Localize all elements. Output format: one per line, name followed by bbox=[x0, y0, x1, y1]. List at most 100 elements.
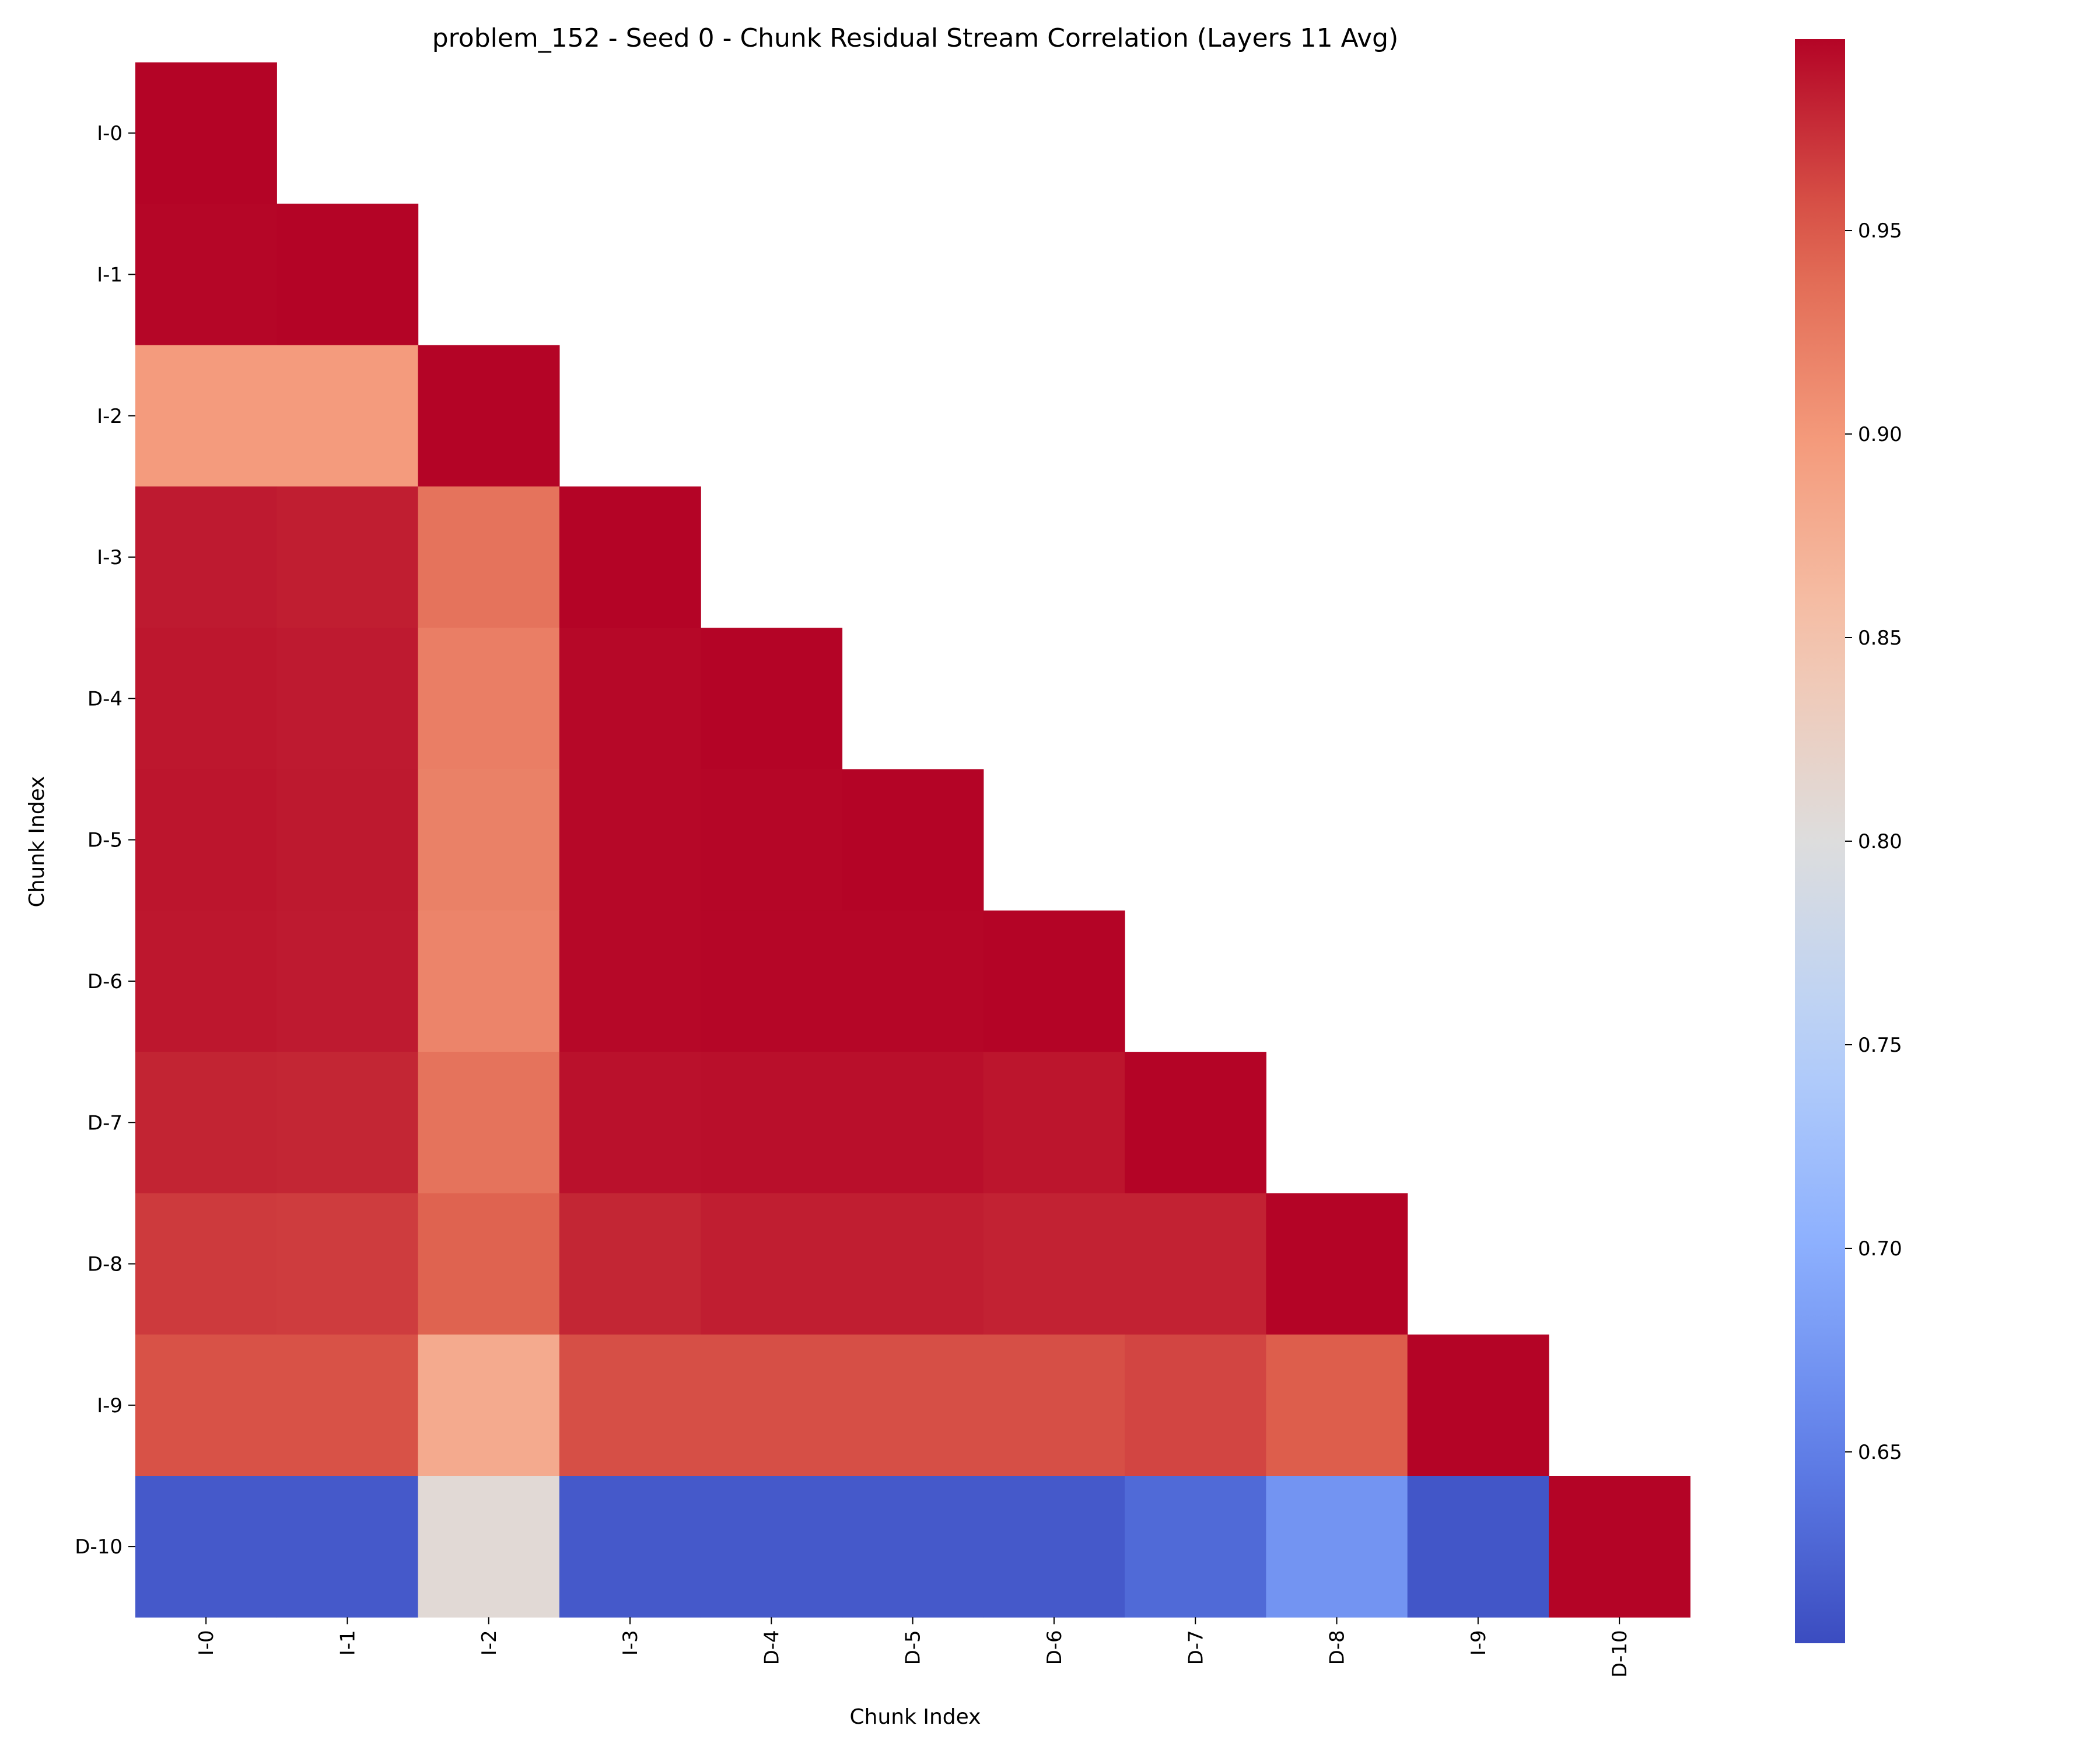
y-tick-label-I-3: I-3 bbox=[97, 546, 123, 569]
heatmap-cell-D-5-I-1 bbox=[276, 769, 419, 911]
colorbar-tick-label-0.65: 0.65 bbox=[1858, 1441, 1902, 1464]
x-tick-label-I-9: I-9 bbox=[1467, 1630, 1490, 1656]
heatmap-cell-D-8-D-5 bbox=[842, 1193, 984, 1335]
x-tick-label-D-10: D-10 bbox=[1608, 1630, 1632, 1678]
y-tick-label-D-7: D-7 bbox=[88, 1111, 123, 1135]
heatmap-cell-D-7-D-7 bbox=[1125, 1052, 1266, 1194]
heatmap-cell-D-7-D-6 bbox=[983, 1052, 1125, 1194]
x-axis-label: Chunk Index bbox=[850, 1705, 981, 1729]
x-tick-label-D-6: D-6 bbox=[1043, 1630, 1066, 1665]
heatmap-cell-D-6-D-5 bbox=[842, 910, 984, 1052]
heatmap-cell-I-9-I-9 bbox=[1407, 1334, 1549, 1476]
colorbar-tick-label-0.80: 0.80 bbox=[1858, 830, 1902, 853]
heatmap-cell-D-4-I-1 bbox=[276, 628, 419, 770]
heatmap-cell-I-2-I-0 bbox=[135, 345, 277, 487]
colorbar-tick-label-0.95: 0.95 bbox=[1858, 219, 1902, 243]
x-tick-label-I-2: I-2 bbox=[478, 1630, 501, 1656]
heatmap-cell-D-5-D-4 bbox=[701, 769, 843, 911]
heatmap-cell-D-7-I-2 bbox=[418, 1052, 560, 1194]
heatmap-cell-D-6-I-1 bbox=[276, 910, 419, 1052]
heatmap-cell-I-9-D-4 bbox=[701, 1334, 843, 1476]
heatmap-cell-D-8-I-0 bbox=[135, 1193, 277, 1335]
heatmap-cell-I-9-D-8 bbox=[1266, 1334, 1408, 1476]
heatmap-cell-D-6-I-0 bbox=[135, 910, 277, 1052]
heatmap-cell-D-4-D-4 bbox=[701, 628, 843, 770]
x-tick-label-D-7: D-7 bbox=[1184, 1630, 1208, 1665]
heatmap-cell-D-10-I-1 bbox=[276, 1476, 419, 1618]
heatmap-cell-I-1-I-0 bbox=[135, 204, 277, 346]
y-tick-label-D-5: D-5 bbox=[88, 829, 123, 852]
x-tick-label-I-1: I-1 bbox=[336, 1630, 359, 1656]
y-tick-label-D-6: D-6 bbox=[88, 970, 123, 993]
heatmap-cells bbox=[135, 62, 1690, 1618]
chart-title: problem_152 - Seed 0 - Chunk Residual St… bbox=[432, 23, 1399, 53]
heatmap-cell-D-10-I-3 bbox=[559, 1476, 701, 1618]
heatmap-cell-D-5-D-5 bbox=[842, 769, 984, 911]
heatmap-cell-I-3-I-1 bbox=[276, 486, 419, 628]
heatmap-cell-I-9-I-2 bbox=[418, 1334, 560, 1476]
y-axis-label: Chunk Index bbox=[25, 776, 49, 908]
y-tick-label-D-8: D-8 bbox=[88, 1253, 123, 1276]
heatmap-cell-D-8-I-1 bbox=[276, 1193, 419, 1335]
heatmap-cell-D-8-I-2 bbox=[418, 1193, 560, 1335]
heatmap-cell-I-9-I-1 bbox=[276, 1334, 419, 1476]
colorbar-tick-label-0.90: 0.90 bbox=[1858, 423, 1902, 446]
heatmap-cell-D-8-D-4 bbox=[701, 1193, 843, 1335]
colorbar-tick-label-0.85: 0.85 bbox=[1858, 626, 1902, 650]
heatmap-cell-I-9-D-6 bbox=[983, 1334, 1125, 1476]
heatmap-cell-D-10-I-2 bbox=[418, 1476, 560, 1618]
heatmap-cell-D-6-I-2 bbox=[418, 910, 560, 1052]
heatmap-cell-D-4-I-3 bbox=[559, 628, 701, 770]
heatmap-cell-D-5-I-2 bbox=[418, 769, 560, 911]
heatmap-cell-D-10-D-7 bbox=[1125, 1476, 1266, 1618]
heatmap-cell-D-10-D-6 bbox=[983, 1476, 1125, 1618]
heatmap-cell-D-10-I-0 bbox=[135, 1476, 277, 1618]
colorbar-tick-label-0.70: 0.70 bbox=[1858, 1237, 1902, 1261]
heatmap-cell-D-6-D-6 bbox=[983, 910, 1125, 1052]
y-tick-label-I-2: I-2 bbox=[97, 405, 123, 428]
heatmap-cell-I-0-I-0 bbox=[135, 62, 277, 204]
heatmap-cell-D-6-D-4 bbox=[701, 910, 843, 1052]
heatmap-cell-D-8-D-6 bbox=[983, 1193, 1125, 1335]
heatmap-cell-I-3-I-2 bbox=[418, 486, 560, 628]
y-tick-label-I-9: I-9 bbox=[97, 1394, 123, 1418]
x-tick-label-I-0: I-0 bbox=[195, 1630, 218, 1656]
heatmap-cell-I-9-I-0 bbox=[135, 1334, 277, 1476]
heatmap-cell-D-10-D-5 bbox=[842, 1476, 984, 1618]
heatmap-cell-D-7-I-1 bbox=[276, 1052, 419, 1194]
heatmap-cell-D-10-D-4 bbox=[701, 1476, 843, 1618]
heatmap-cell-D-8-D-8 bbox=[1266, 1193, 1408, 1335]
colorbar-tick-label-0.75: 0.75 bbox=[1858, 1034, 1902, 1057]
heatmap-cell-D-4-I-0 bbox=[135, 628, 277, 770]
colorbar bbox=[1795, 39, 1845, 1643]
heatmap-cell-D-8-D-7 bbox=[1125, 1193, 1266, 1335]
heatmap-cell-I-1-I-1 bbox=[276, 204, 419, 346]
x-tick-label-D-5: D-5 bbox=[902, 1630, 925, 1665]
heatmap-cell-D-7-I-0 bbox=[135, 1052, 277, 1194]
heatmap-cell-I-3-I-3 bbox=[559, 486, 701, 628]
heatmap-cell-I-9-D-7 bbox=[1125, 1334, 1266, 1476]
x-tick-label-D-4: D-4 bbox=[760, 1630, 783, 1665]
heatmap-cell-D-6-I-3 bbox=[559, 910, 701, 1052]
x-tick-label-D-8: D-8 bbox=[1326, 1630, 1349, 1665]
x-axis-ticks: I-0 I-1 I-2 I-3 D-4 D-5 D-6 D-7 D-8 I-9 D-10 bbox=[195, 1617, 1632, 1678]
x-tick-label-I-3: I-3 bbox=[619, 1630, 642, 1656]
heatmap-cell-I-3-I-0 bbox=[135, 486, 277, 628]
y-tick-label-D-10: D-10 bbox=[75, 1535, 123, 1559]
heatmap-cell-D-4-I-2 bbox=[418, 628, 560, 770]
heatmap-cell-D-7-D-4 bbox=[701, 1052, 843, 1194]
heatmap-cell-D-5-I-0 bbox=[135, 769, 277, 911]
heatmap-cell-D-7-D-5 bbox=[842, 1052, 984, 1194]
y-tick-label-I-0: I-0 bbox=[97, 122, 123, 145]
heatmap-cell-D-10-D-8 bbox=[1266, 1476, 1408, 1618]
heatmap-cell-D-10-D-10 bbox=[1549, 1476, 1690, 1618]
heatmap-cell-I-2-I-2 bbox=[418, 345, 560, 487]
heatmap-cell-D-10-I-9 bbox=[1407, 1476, 1549, 1618]
y-tick-label-I-1: I-1 bbox=[97, 263, 123, 286]
y-axis-ticks: I-0 I-1 I-2 I-3 D-4 D-5 D-6 D-7 D-8 I-9 D-10 bbox=[75, 122, 135, 1559]
colorbar-ticks: 0.65 0.70 0.75 0.80 0.85 0.90 0.95 bbox=[1845, 219, 1902, 1464]
heatmap-cell-D-7-I-3 bbox=[559, 1052, 701, 1194]
heatmap-cell-I-9-I-3 bbox=[559, 1334, 701, 1476]
heatmap-cell-I-9-D-5 bbox=[842, 1334, 984, 1476]
